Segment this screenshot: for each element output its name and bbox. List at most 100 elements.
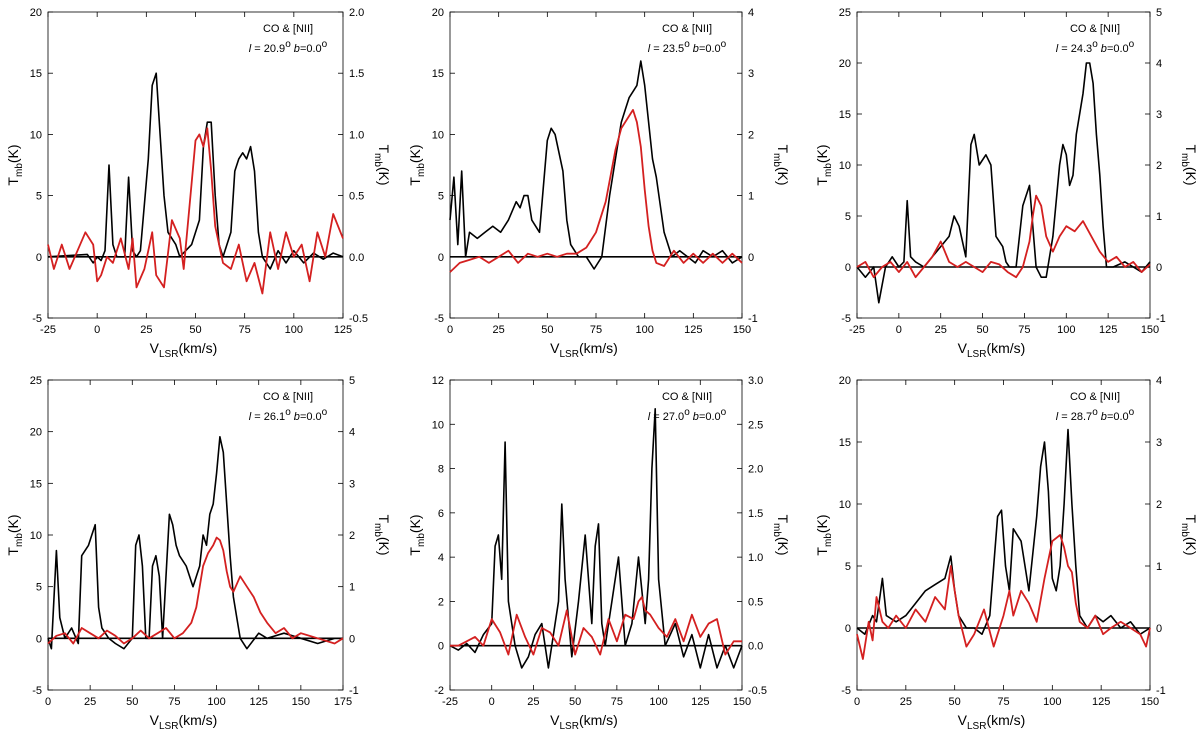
y-left-tick-label: 5 <box>438 191 444 203</box>
x-tick-label: 100 <box>1057 324 1075 336</box>
y-left-tick-label: 15 <box>30 478 42 490</box>
y-left-axis-label: Tmb(K) <box>814 514 834 555</box>
chart-title: CO & [NII] <box>263 391 313 403</box>
x-tick-label: 75 <box>590 324 602 336</box>
y-right-tick-label: 2 <box>748 129 754 141</box>
x-tick-label: 25 <box>84 696 96 708</box>
y-right-tick-label: 4 <box>1156 375 1162 387</box>
longitude-value: 27.0 <box>663 411 684 423</box>
y-right-tick-label: 4 <box>1156 58 1162 70</box>
y-right-tick-label: 0.5 <box>349 191 364 203</box>
y-left-tick-label: 15 <box>30 68 42 80</box>
y-left-tick-label: 0 <box>845 623 851 635</box>
co-series-line <box>856 62 1151 304</box>
latitude-value: 0.0 <box>1113 411 1128 423</box>
y-right-tick-label: -1 <box>1156 685 1166 697</box>
x-tick-label: 125 <box>250 696 268 708</box>
y-right-tick-label: 1 <box>349 582 355 594</box>
longitude-value: 24.3 <box>1071 43 1092 55</box>
co-series-line <box>856 428 1151 636</box>
x-tick-label: 150 <box>733 324 751 336</box>
y-right-tick-label: 2.0 <box>349 7 364 19</box>
x-axis-label: VLSR(km/s) <box>550 712 618 732</box>
nii-series-line <box>450 596 742 656</box>
y-left-tick-label: 4 <box>438 552 444 564</box>
y-left-tick-label: 0 <box>36 252 42 264</box>
longitude-value: 28.7 <box>1071 411 1092 423</box>
y-left-axis-label: Tmb(K) <box>5 144 25 185</box>
y-right-tick-label: 0 <box>748 252 754 264</box>
x-tick-label: 50 <box>949 696 961 708</box>
latitude-value: 0.0 <box>705 43 720 55</box>
x-tick-label: 75 <box>239 324 251 336</box>
plot-frame <box>47 11 344 319</box>
x-tick-label: 150 <box>1141 324 1159 336</box>
y-right-tick-label: 0.0 <box>748 641 763 653</box>
coordinate-annotation: l = 24.3o b=0.0o <box>1056 39 1135 55</box>
x-tick-label: 150 <box>1141 696 1159 708</box>
x-tick-label: 25 <box>493 324 505 336</box>
y-right-axis-label: Tmb(K) <box>771 514 791 555</box>
x-tick-label: 100 <box>635 324 653 336</box>
y-left-tick-label: 10 <box>432 129 444 141</box>
y-left-tick-label: 20 <box>839 375 851 387</box>
y-left-tick-label: 10 <box>432 419 444 431</box>
x-tick-label: 150 <box>733 696 751 708</box>
y-right-tick-label: 2.5 <box>748 419 763 431</box>
nii-series-line <box>449 109 743 273</box>
y-right-tick-label: 5 <box>1156 7 1162 19</box>
y-left-tick-label: 20 <box>432 7 444 19</box>
y-left-tick-label: 20 <box>839 58 851 70</box>
x-tick-label: -25 <box>849 324 865 336</box>
x-tick-label: 75 <box>1018 324 1030 336</box>
chart-panel-4: 0 25 50 75 100 125 150 175-50510152025-1012345V… <box>5 375 392 732</box>
x-tick-label: 125 <box>1099 324 1117 336</box>
y-right-tick-label: 0.5 <box>748 596 763 608</box>
x-tick-label: 25 <box>140 324 152 336</box>
x-tick-label: 100 <box>1043 696 1061 708</box>
y-left-tick-label: 5 <box>845 561 851 573</box>
y-left-tick-label: 25 <box>839 7 851 19</box>
x-tick-label: 125 <box>334 324 352 336</box>
x-tick-label: 75 <box>997 696 1009 708</box>
y-left-axis-label: Tmb(K) <box>407 514 427 555</box>
coordinate-annotation: l = 20.9o b=0.0o <box>249 39 328 55</box>
nii-series-line <box>856 194 1151 279</box>
y-right-tick-label: 1.0 <box>748 552 763 564</box>
x-tick-label: 75 <box>168 696 180 708</box>
co-series-line <box>47 435 343 650</box>
x-tick-label: 100 <box>207 696 225 708</box>
x-tick-label: 150 <box>292 696 310 708</box>
chart-title: CO & [NII] <box>1070 23 1120 35</box>
y-right-tick-label: 2 <box>1156 499 1162 511</box>
y-right-axis-label: Tmb(K) <box>1179 514 1199 555</box>
y-right-tick-label: 0 <box>1156 262 1162 274</box>
x-tick-label: 25 <box>935 324 947 336</box>
y-right-tick-label: 1 <box>1156 211 1162 223</box>
longitude-value: 23.5 <box>663 43 684 55</box>
x-axis-label: VLSR(km/s) <box>958 340 1026 360</box>
latitude-value: 0.0 <box>306 411 321 423</box>
y-left-axis-label: Tmb(K) <box>814 144 834 185</box>
y-left-tick-label: 5 <box>36 191 42 203</box>
y-right-tick-label: 3 <box>748 68 754 80</box>
y-left-tick-label: 0 <box>36 633 42 645</box>
x-tick-label: 175 <box>334 696 352 708</box>
y-left-tick-label: 20 <box>30 7 42 19</box>
y-right-tick-label: 0 <box>349 633 355 645</box>
longitude-value: 20.9 <box>264 43 285 55</box>
y-left-axis-label: Tmb(K) <box>407 144 427 185</box>
y-right-tick-label: 3.0 <box>748 375 763 387</box>
y-left-axis-label: Tmb(K) <box>5 514 25 555</box>
y-right-tick-label: 2 <box>349 530 355 542</box>
y-right-axis-label: Tmb(K) <box>771 144 791 185</box>
x-tick-label: 0 <box>896 324 902 336</box>
coordinate-annotation: l = 28.7o b=0.0o <box>1056 407 1135 423</box>
x-tick-label: 0 <box>45 696 51 708</box>
x-tick-label: 125 <box>691 696 709 708</box>
x-tick-label: 25 <box>900 696 912 708</box>
y-right-axis-label: Tmb(K) <box>372 144 392 185</box>
y-left-tick-label: 12 <box>432 375 444 387</box>
y-right-tick-label: -1 <box>748 313 758 325</box>
